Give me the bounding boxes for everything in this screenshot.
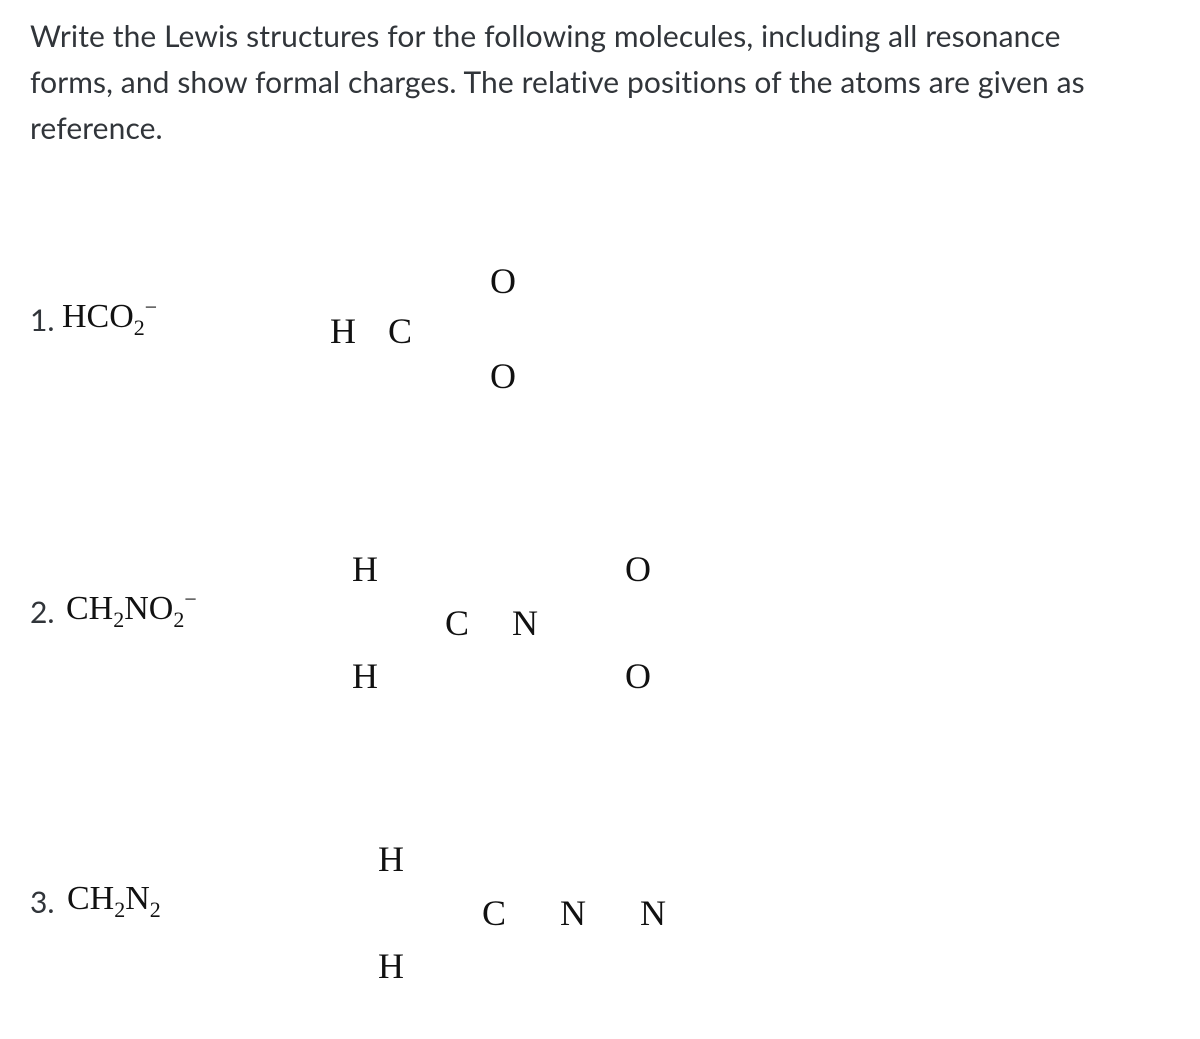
p2-atom-H-bottom: H (352, 655, 378, 697)
p1-atom-O-top: O (490, 260, 516, 302)
p2-atom-C: C (445, 602, 469, 644)
problem-3-formula: CH2N2 (67, 880, 161, 918)
instruction-line-1: Write the Lewis structures for the follo… (30, 14, 1061, 59)
page-root: Write the Lewis structures for the follo… (0, 0, 1200, 1039)
problem-2-formula: CH2NO2− (66, 590, 197, 628)
problem-1-formula: HCO2− (62, 298, 157, 336)
problem-2-number: 2. (30, 594, 54, 630)
p2-atom-N: N (512, 602, 538, 644)
p3-atom-H-bottom: H (378, 945, 404, 987)
p3-atom-N-outer: N (640, 892, 666, 934)
p2-atom-H-top: H (352, 548, 378, 590)
problem-1-number: 1. (30, 302, 54, 338)
p3-atom-C: C (482, 892, 506, 934)
instruction-line-2: forms, and show formal charges. The rela… (30, 60, 1085, 105)
p3-atom-N-inner: N (560, 892, 586, 934)
p2-atom-O-top: O (625, 548, 651, 590)
problem-3-number: 3. (30, 884, 54, 920)
p1-atom-H: H (330, 310, 356, 352)
p3-atom-H-top: H (378, 838, 404, 880)
p2-atom-O-bottom: O (625, 655, 651, 697)
p1-atom-O-bottom: O (490, 355, 516, 397)
instruction-line-3: reference. (30, 106, 163, 151)
p1-atom-C: C (388, 310, 412, 352)
